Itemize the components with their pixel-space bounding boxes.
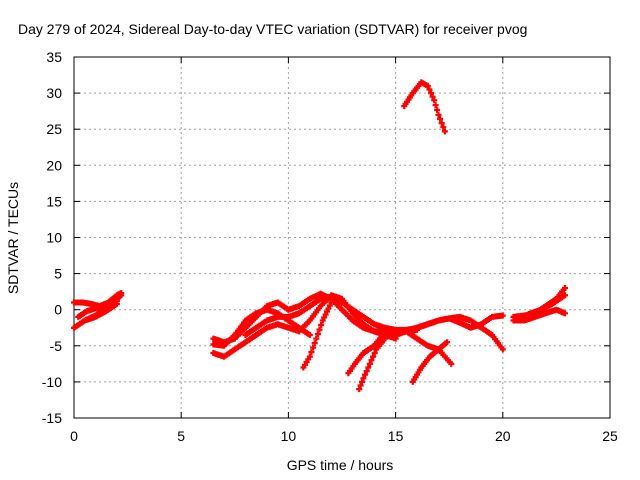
scatter-points <box>401 79 448 135</box>
chart-title: Day 279 of 2024, Sidereal Day-to-day VTE… <box>18 21 527 37</box>
series-arc-12 <box>356 335 388 393</box>
scatter-points <box>210 306 313 349</box>
y-tick-label: 25 <box>46 121 62 137</box>
y-tick-label: 10 <box>46 230 62 246</box>
series-arc-3 <box>75 298 120 320</box>
y-tick-label: -5 <box>50 338 63 354</box>
scatter-points <box>356 335 388 393</box>
series-arc-5 <box>401 79 448 135</box>
series-arc-15 <box>414 313 506 353</box>
scatter-points <box>300 299 335 371</box>
axis-ticks: 0 5 10 15 20 25 -15 -10 -5 0 5 10 15 20 25 30 35 <box>42 49 618 444</box>
x-tick-label: 10 <box>281 428 297 444</box>
series-arc-17 <box>510 306 568 324</box>
y-tick-label: 0 <box>54 302 62 318</box>
series-arc-8 <box>210 306 313 349</box>
scatter-points <box>517 292 568 322</box>
series-arc-11 <box>345 332 386 377</box>
y-tick-label: 30 <box>46 85 62 101</box>
x-tick-label: 15 <box>388 428 404 444</box>
x-tick-label: 0 <box>70 428 78 444</box>
x-axis-title: GPS time / hours <box>287 457 394 473</box>
scatter-points <box>345 332 386 377</box>
y-tick-label: 15 <box>46 193 62 209</box>
scatter-points <box>510 306 568 324</box>
scatter-points <box>81 300 120 324</box>
x-tick-label: 5 <box>177 428 185 444</box>
scatter-points <box>403 328 455 367</box>
grid-lines <box>74 57 610 418</box>
x-tick-label: 20 <box>495 428 511 444</box>
series-arc-10 <box>300 299 335 371</box>
x-tick-label: 25 <box>602 428 618 444</box>
scatter-points <box>414 313 506 353</box>
y-tick-label: 20 <box>46 157 62 173</box>
series-arc-4 <box>81 300 120 324</box>
y-tick-label: -10 <box>42 374 62 390</box>
series-arc-18 <box>517 292 568 322</box>
y-tick-label: -15 <box>42 410 62 426</box>
y-axis-title: SDTVAR / TECUs <box>5 182 21 294</box>
data-layer <box>71 79 568 393</box>
y-tick-label: 35 <box>46 49 62 65</box>
scatter-points <box>75 298 120 320</box>
y-tick-label: 5 <box>54 266 62 282</box>
series-arc-14 <box>403 328 455 367</box>
